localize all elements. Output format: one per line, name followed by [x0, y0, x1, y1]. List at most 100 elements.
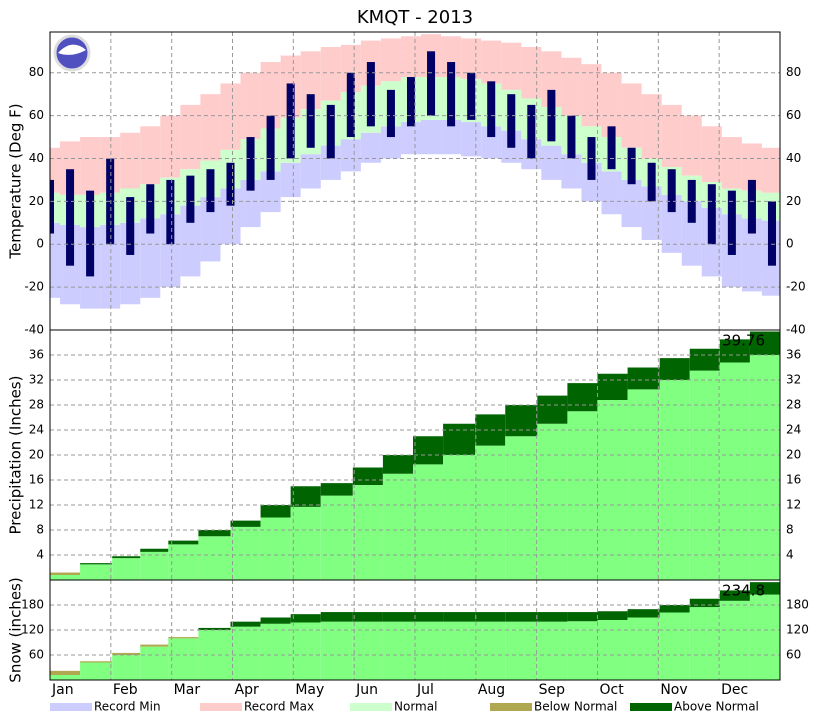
y-tick-label: 32 [786, 373, 801, 387]
record-max-band [741, 143, 762, 191]
above-normal [443, 612, 476, 622]
record-max-band [50, 147, 61, 193]
y-tick-label: 60 [29, 108, 44, 122]
normal-area [50, 675, 81, 680]
record-max-band [240, 72, 261, 140]
y-tick-label: 80 [29, 65, 44, 79]
normal-area [412, 464, 444, 580]
normal-area [505, 621, 538, 680]
above-normal [597, 373, 628, 400]
record-min-band [400, 122, 422, 155]
y-tick-label: 36 [786, 348, 801, 362]
record-min-band [50, 222, 61, 298]
normal-area [749, 594, 780, 680]
y-tick-label: 60 [786, 108, 801, 122]
normal-area [168, 544, 199, 580]
normal-area [412, 621, 444, 680]
above-normal [290, 486, 321, 507]
record-min-band [320, 145, 341, 180]
legend-label: Below Normal [534, 700, 617, 714]
normal-area [320, 621, 353, 680]
legend-label: Normal [394, 700, 437, 714]
y-tick-label: 36 [29, 348, 44, 362]
y-tick-label: 120 [786, 623, 809, 637]
normal-area [567, 411, 598, 580]
normal-area [689, 607, 720, 680]
normal-area [112, 655, 141, 680]
normal-area [505, 436, 538, 580]
x-tick-label: Mar [174, 682, 201, 698]
record-min-band [461, 122, 482, 157]
above-normal [749, 331, 780, 355]
normal-area [168, 638, 199, 680]
record-max-band [721, 137, 742, 189]
record-max-band [160, 115, 181, 178]
daily-range [487, 81, 496, 138]
above-normal [505, 405, 538, 437]
legend-swatch [630, 703, 672, 711]
y-axis-label: Snow (inches) [7, 577, 25, 682]
record-max-band [120, 132, 141, 189]
record-max-band [180, 104, 201, 170]
normal-area [443, 455, 476, 580]
y-tick-label: 120 [21, 623, 44, 637]
daily-range [406, 77, 415, 127]
daily-range [226, 162, 235, 206]
record-min-band [441, 119, 462, 155]
normal-area [50, 575, 81, 580]
y-tick-label: 28 [786, 398, 801, 412]
record-max-band [661, 104, 682, 168]
record-min-band [200, 197, 221, 262]
above-normal [719, 339, 750, 363]
above-normal [112, 556, 141, 559]
normal-area [320, 495, 353, 580]
y-tick-label: 60 [29, 648, 44, 662]
plot [50, 34, 780, 309]
daily-range [286, 83, 295, 159]
record-max-band [761, 147, 780, 193]
total-label: 234.8 [722, 582, 765, 600]
daily-range [346, 72, 355, 138]
y-tick-label: 28 [29, 398, 44, 412]
above-normal [230, 520, 261, 527]
y-tick-label: 0 [36, 237, 44, 251]
record-max-band [320, 47, 341, 101]
normal-area [80, 564, 113, 580]
below-normal [50, 670, 81, 675]
record-min-band [240, 179, 261, 228]
normal-band [50, 192, 61, 223]
above-normal [689, 598, 720, 608]
x-tick-label: Feb [113, 682, 138, 698]
x-tick-label: Dec [721, 682, 748, 698]
record-min-band [100, 224, 121, 309]
normal-area [260, 623, 291, 680]
y-tick-label: 20 [786, 194, 801, 208]
x-tick-label: Jun [355, 682, 378, 698]
daily-range [647, 162, 656, 202]
above-normal [198, 530, 231, 537]
record-min-band [360, 132, 381, 163]
y-tick-label: 40 [786, 151, 801, 165]
record-max-band [641, 94, 662, 159]
above-normal [689, 348, 720, 371]
daily-range [326, 104, 335, 159]
below-normal [50, 572, 81, 575]
daily-range [427, 51, 436, 116]
y-tick-label: 16 [29, 473, 44, 487]
normal-area [260, 517, 291, 580]
above-normal [140, 548, 169, 552]
legend-swatch [350, 703, 392, 711]
above-normal [260, 505, 291, 518]
normal-area [382, 621, 413, 680]
y-tick-label: -20 [24, 280, 44, 294]
record-min-band [681, 201, 702, 266]
above-normal [627, 609, 660, 618]
normal-area [352, 621, 383, 680]
y-tick-label: -40 [786, 323, 806, 337]
record-min-band [340, 139, 361, 172]
chart-title: KMQT - 2013 [357, 7, 473, 28]
record-max-band [561, 57, 582, 116]
above-normal [475, 612, 506, 622]
normal-area [140, 646, 169, 680]
